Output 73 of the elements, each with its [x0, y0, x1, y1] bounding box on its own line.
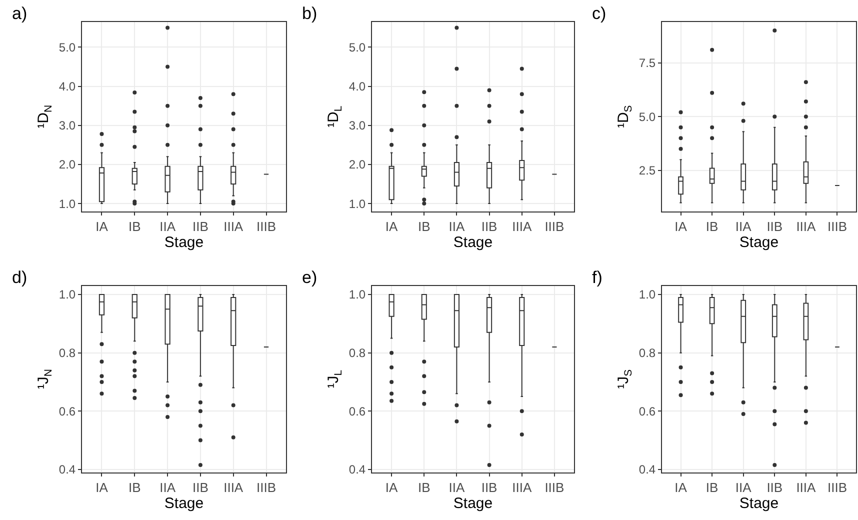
x-tick-label: IIB	[766, 480, 783, 495]
y-tick-label: 1.0	[348, 288, 366, 302]
y-tick-label: 2.5	[638, 164, 656, 178]
x-axis-title: Stage	[164, 234, 204, 251]
x-tick-label: IA	[96, 218, 108, 234]
chart-title: a)	[12, 4, 28, 23]
x-tick-label: IIIB	[256, 480, 276, 495]
x-tick-label: IIIA	[224, 480, 244, 495]
y-tick-label: 4.0	[348, 80, 366, 94]
chart-title: d)	[12, 268, 28, 287]
x-tick-label: IIIB	[256, 218, 276, 234]
y-tick-label: 5.0	[58, 40, 76, 54]
y-tick-label: 0.8	[58, 346, 76, 360]
x-tick-label: IB	[706, 480, 718, 495]
x-tick-label: IIIB	[827, 218, 847, 234]
x-tick-label: IIIB	[827, 480, 847, 495]
x-tick-label: IIIA	[512, 218, 532, 234]
chart-title: e)	[302, 268, 318, 287]
x-tick-label: IIA	[735, 480, 752, 495]
y-tick-label: 0.8	[348, 346, 366, 360]
y-tick-label: 2.0	[58, 158, 76, 172]
y-tick-label: 0.6	[638, 404, 656, 418]
x-tick-label: IB	[418, 218, 430, 234]
x-tick-label: IIA	[735, 218, 752, 234]
x-tick-label: IA	[674, 218, 688, 234]
chart-title: b)	[302, 4, 318, 23]
x-tick-label: IIIB	[544, 218, 564, 234]
x-axis-title: Stage	[739, 234, 779, 251]
x-tick-label: IIB	[192, 218, 208, 234]
x-tick-label: IIB	[766, 218, 783, 234]
y-tick-label: 7.5	[638, 56, 656, 70]
y-tick-label: 1.0	[348, 196, 366, 211]
x-tick-label: IB	[128, 480, 141, 495]
y-tick-label: 5.0	[638, 110, 656, 124]
x-tick-label: IA	[385, 218, 398, 234]
y-tick-label: 0.8	[638, 346, 656, 360]
x-tick-label: IIIA	[224, 218, 244, 234]
y-tick-label: 1.0	[638, 288, 656, 302]
x-tick-label: IA	[385, 480, 398, 495]
x-axis-title: Stage	[739, 494, 779, 512]
x-tick-label: IIA	[448, 218, 465, 234]
x-tick-label: IIA	[448, 480, 465, 495]
y-tick-label: 0.6	[58, 404, 76, 418]
x-tick-label: IIB	[481, 218, 498, 234]
y-tick-label: 4.0	[58, 80, 76, 94]
x-tick-label: IB	[418, 480, 430, 495]
y-tick-label: 2.0	[348, 158, 366, 172]
x-tick-label: IA	[674, 480, 688, 495]
x-axis-title: Stage	[453, 494, 493, 512]
y-tick-label: 3.0	[348, 118, 366, 133]
x-tick-label: IB	[128, 218, 141, 234]
chart-title: c)	[592, 4, 606, 23]
x-axis-title: Stage	[164, 494, 204, 512]
y-tick-label: 0.6	[348, 404, 366, 418]
x-tick-label: IIB	[481, 480, 498, 495]
y-tick-label: 1.0	[58, 288, 76, 302]
y-tick-label: 0.4	[348, 462, 366, 477]
x-tick-label: IIIA	[512, 480, 532, 495]
y-tick-label: 0.4	[638, 462, 656, 477]
x-axis-title: Stage	[453, 234, 493, 251]
y-tick-label: 1.0	[58, 196, 76, 211]
y-tick-label: 0.4	[58, 462, 76, 477]
chart-title: f)	[592, 268, 602, 287]
x-tick-label: IIIB	[544, 480, 564, 495]
x-tick-label: IIA	[160, 480, 176, 495]
x-tick-label: IA	[96, 480, 108, 495]
x-tick-label: IIIA	[796, 218, 816, 234]
y-tick-label: 3.0	[58, 118, 76, 133]
x-tick-label: IB	[706, 218, 718, 234]
x-tick-label: IIB	[192, 480, 208, 495]
x-tick-label: IIIA	[796, 480, 816, 495]
x-tick-label: IIA	[160, 218, 176, 234]
y-tick-label: 5.0	[348, 40, 366, 54]
